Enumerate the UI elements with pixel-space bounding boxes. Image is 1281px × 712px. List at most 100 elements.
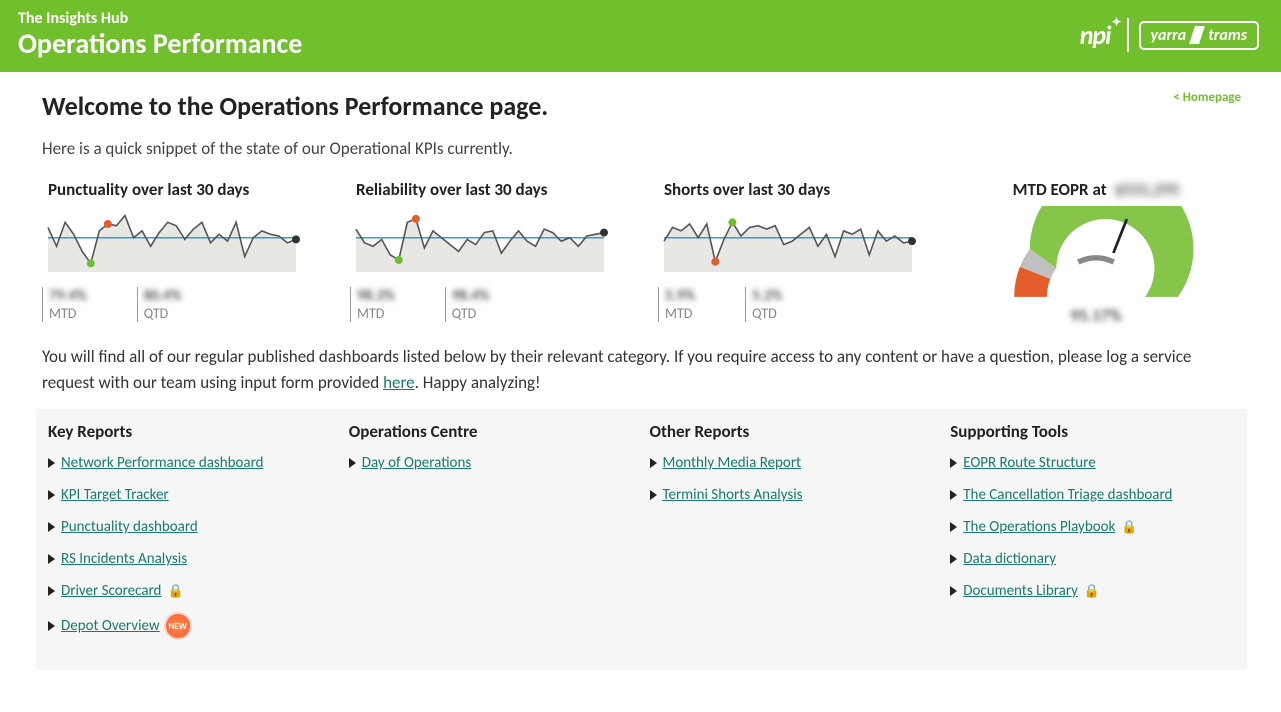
mtd-label: MTD [357,305,395,322]
header-logos: npi yarra trams [1080,18,1263,52]
homepage-link[interactable]: < Homepage [1173,90,1241,105]
report-item: Punctuality dashboard [48,518,333,536]
gauge-title-value: $531,295 [1115,179,1180,200]
report-link[interactable]: Depot Overview [61,617,160,635]
triangle-icon [48,458,55,468]
mtd-value: 5.9% [665,287,695,305]
report-link[interactable]: Data dictionary [963,550,1056,568]
triangle-icon [950,586,957,596]
report-item: Day of Operations [349,454,634,472]
triangle-icon [48,522,55,532]
kpi-stats: 79.4% MTD 80.4% QTD [42,287,322,322]
kpi-card-punctuality: Punctuality over last 30 days 79.4% MTD … [42,179,322,326]
reports-panel: Key Reports Network Performance dashboard… [36,409,1247,670]
lock-icon: 🔒 [1121,520,1137,535]
mtd-label: MTD [49,305,87,322]
triangle-icon [950,522,957,532]
report-item: Monthly Media Report [650,454,935,472]
triangle-icon [650,458,657,468]
info-paragraph: You will find all of our regular publish… [42,344,1241,395]
report-item: Data dictionary [950,550,1235,568]
report-link[interactable]: RS Incidents Analysis [61,550,187,568]
eopr-gauge [986,206,1206,306]
report-column: Operations Centre Day of Operations [341,421,642,652]
kpi-title: Punctuality over last 30 days [42,179,322,200]
welcome-heading: Welcome to the Operations Performance pa… [42,90,548,122]
gauge-value: 95.17% [966,305,1226,326]
qtd-value: 80.4% [144,287,182,305]
mtd-value: 98.3% [357,287,395,305]
sparkline-reliability [350,206,610,278]
report-column-heading: Other Reports [650,421,935,442]
lock-icon: 🔒 [1084,584,1100,599]
report-list: Monthly Media Report Termini Shorts Analy… [650,454,935,504]
report-link[interactable]: Driver Scorecard [61,582,161,600]
npi-logo: npi [1080,19,1117,51]
triangle-icon [950,490,957,500]
mtd-label: MTD [665,305,695,322]
triangle-icon [349,458,356,468]
triangle-icon [48,490,55,500]
report-list: EOPR Route Structure The Cancellation Tri… [950,454,1235,600]
kpi-title: Reliability over last 30 days [350,179,630,200]
report-column: Supporting Tools EOPR Route Structure The … [942,421,1243,652]
report-column-heading: Supporting Tools [950,421,1235,442]
report-column-heading: Key Reports [48,421,333,442]
report-item: RS Incidents Analysis [48,550,333,568]
mtd-value: 79.4% [49,287,87,305]
report-link[interactable]: Network Performance dashboard [61,454,264,472]
yarra-trams-logo: yarra trams [1139,21,1259,50]
report-link[interactable]: Documents Library [963,582,1078,600]
qtd-value: 98.4% [452,287,490,305]
qtd-value: 5.2% [752,287,782,305]
page-title: Operations Performance [18,26,302,61]
qtd-label: QTD [752,305,782,322]
sparkline-punctuality [42,206,302,278]
report-link[interactable]: The Operations Playbook [963,518,1115,536]
triangle-icon [48,554,55,564]
report-item: Depot Overview NEW [48,614,333,638]
report-list: Day of Operations [349,454,634,472]
qtd-label: QTD [452,305,490,322]
report-link[interactable]: The Cancellation Triage dashboard [963,486,1172,504]
slash-icon [1189,26,1205,44]
report-link[interactable]: KPI Target Tracker [61,486,169,504]
report-link[interactable]: Termini Shorts Analysis [663,486,803,504]
report-link[interactable]: Day of Operations [362,454,471,472]
report-link[interactable]: Monthly Media Report [663,454,802,472]
triangle-icon [650,490,657,500]
header-titles: The Insights Hub Operations Performance [18,9,302,61]
report-link[interactable]: EOPR Route Structure [963,454,1095,472]
report-item: The Operations Playbook 🔒 [950,518,1235,536]
gauge-title: MTD EOPR at $531,295 [966,179,1226,200]
report-item: Documents Library 🔒 [950,582,1235,600]
sparkline-shorts [658,206,918,278]
new-badge-icon: NEW [166,614,190,638]
kpi-card-shorts: Shorts over last 30 days 5.9% MTD 5.2% Q… [658,179,938,326]
kpi-card-reliability: Reliability over last 30 days 98.3% MTD … [350,179,630,326]
kpi-row: Punctuality over last 30 days 79.4% MTD … [42,179,1241,326]
triangle-icon [48,586,55,596]
report-column-heading: Operations Centre [349,421,634,442]
report-item: EOPR Route Structure [950,454,1235,472]
triangle-icon [950,458,957,468]
lock-icon: 🔒 [167,584,183,599]
qtd-label: QTD [144,305,182,322]
report-item: Termini Shorts Analysis [650,486,935,504]
kpi-title: Shorts over last 30 days [658,179,938,200]
report-item: The Cancellation Triage dashboard [950,486,1235,504]
report-column: Other Reports Monthly Media Report Termini… [642,421,943,652]
report-item: Driver Scorecard 🔒 [48,582,333,600]
logo-divider [1127,18,1129,52]
triangle-icon [48,621,55,631]
intro-snippet: Here is a quick snippet of the state of … [42,138,1241,159]
report-item: Network Performance dashboard [48,454,333,472]
triangle-icon [950,554,957,564]
page-content: Welcome to the Operations Performance pa… [0,72,1281,680]
kpi-stats: 5.9% MTD 5.2% QTD [658,287,938,322]
report-list: Network Performance dashboard KPI Target … [48,454,333,638]
service-request-link[interactable]: here [383,372,415,393]
report-column: Key Reports Network Performance dashboard… [40,421,341,652]
report-link[interactable]: Punctuality dashboard [61,518,198,536]
gauge-card-eopr: MTD EOPR at $531,295 95.17% [966,179,1226,326]
